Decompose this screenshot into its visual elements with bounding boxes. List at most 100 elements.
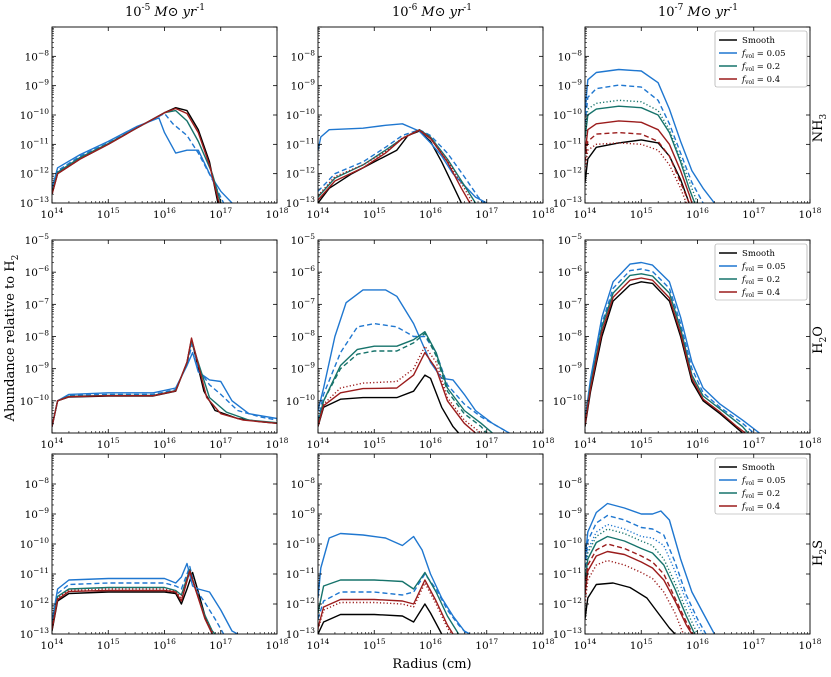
x-tick-exp: 14 (587, 436, 597, 445)
y-tick-exp: −9 (571, 361, 582, 370)
y-tick-label: 10−5 (291, 232, 316, 247)
series-line-f-vol-0-05-solid (318, 123, 488, 203)
series-line-f-vol-0-05-dashed (585, 268, 755, 433)
series-line-f-vol-0-2-solid (585, 105, 696, 203)
y-tick-base: 10 (286, 396, 299, 408)
x-tick-label: 1018 (799, 436, 822, 451)
x-tick-exp: 14 (54, 206, 64, 215)
y-tick-base: 10 (25, 364, 38, 376)
y-tick-base: 10 (553, 396, 566, 408)
y-tick-exp: −6 (304, 264, 315, 273)
y-tick-label: 10−9 (25, 78, 50, 93)
y-tick-label: 10−8 (558, 329, 583, 344)
x-tick-label: 1015 (97, 206, 120, 221)
y-tick-label: 10−12 (553, 596, 582, 611)
series-line-f-vol-0-05-dashed (52, 342, 277, 427)
legend-entry-label: fvol = 0.4 (741, 288, 780, 299)
panel-nh3-1e-6: 1014 1015 1016 1017 101810−1310−1210−1110−10… (286, 26, 555, 221)
series-line-f-vol-0-05-dashed (318, 129, 485, 203)
x-tick-label: 1017 (475, 637, 498, 652)
series-line-f-vol-0-2-dotted (585, 528, 699, 634)
series-line-f-vol-0-05-dashed (585, 84, 704, 203)
x-tick-base: 10 (97, 439, 110, 451)
x-tick-label: 1018 (532, 637, 555, 652)
y-tick-exp: −12 (299, 596, 315, 605)
y-tick-label: 10−7 (25, 296, 50, 311)
legend-sub: vol (744, 66, 754, 73)
series-line-f-vol-0-05-dashed (318, 322, 510, 433)
y-tick-base: 10 (20, 599, 33, 611)
x-tick-exp: 18 (545, 206, 555, 215)
y-tick-label: 10−11 (20, 136, 49, 151)
legend-f: f (741, 262, 747, 272)
row-label-h2s: H2S (811, 540, 829, 566)
column-title-2: 10-6 M⊙ yr-1 (392, 3, 472, 20)
x-tick-label: 1014 (307, 637, 330, 652)
y-tick-label: 10−10 (553, 536, 582, 551)
x-tick-exp: 16 (166, 436, 176, 445)
y-tick-label: 10−11 (286, 136, 315, 151)
y-tick-label: 10−12 (286, 166, 315, 181)
y-tick-exp: −10 (299, 393, 315, 402)
y-tick-base: 10 (558, 332, 571, 344)
y-tick-base: 10 (553, 110, 566, 122)
x-tick-base: 10 (475, 640, 488, 652)
y-tick-base: 10 (558, 235, 571, 247)
legend-value: = 0.4 (754, 502, 780, 512)
x-tick-base: 10 (419, 439, 432, 451)
y-tick-base: 10 (553, 539, 566, 551)
series-line-smooth-solid (585, 281, 743, 433)
y-tick-exp: −10 (299, 536, 315, 545)
legend-entry-label: Smooth (742, 249, 776, 259)
legend-f: f (741, 288, 747, 298)
series-line-f-vol-0-2-solid (585, 273, 749, 433)
x-tick-exp: 14 (587, 637, 597, 646)
series-line-f-vol-0-05-solid (52, 351, 277, 427)
x-tick-label: 1017 (209, 206, 232, 221)
x-tick-label: 1014 (41, 206, 64, 221)
x-tick-label: 1015 (630, 436, 653, 451)
x-tick-exp: 16 (166, 206, 176, 215)
x-tick-base: 10 (475, 439, 488, 451)
y-tick-base: 10 (286, 110, 299, 122)
legend-sub: vol (744, 279, 754, 286)
legend-value: = 0.2 (754, 275, 780, 285)
y-tick-exp: −8 (38, 329, 49, 338)
y-tick-label: 10−13 (20, 195, 49, 210)
y-tick-label: 10−9 (291, 506, 316, 521)
curves-group (585, 261, 760, 433)
row-label-nh3: NH3 (811, 114, 829, 143)
series-line-smooth-solid (318, 130, 463, 203)
y-tick-base: 10 (558, 51, 571, 63)
y-tick-label: 10−8 (291, 329, 316, 344)
y-tick-label: 10−13 (286, 195, 315, 210)
x-tick-label: 1015 (363, 637, 386, 652)
y-tick-base: 10 (291, 235, 304, 247)
y-tick-exp: −9 (304, 78, 315, 87)
y-tick-base: 10 (25, 81, 38, 93)
series-line-f-vol-0-4-solid (585, 550, 693, 634)
y-tick-exp: −12 (33, 596, 49, 605)
x-tick-label: 1014 (41, 436, 64, 451)
legend-entry-label: fvol = 0.4 (741, 502, 780, 513)
x-tick-exp: 14 (587, 206, 597, 215)
y-tick-base: 10 (553, 139, 566, 151)
y-tick-exp: −5 (571, 232, 582, 241)
y-tick-base: 10 (553, 169, 566, 181)
y-tick-base: 10 (20, 629, 33, 641)
x-tick-base: 10 (363, 640, 376, 652)
legend-entry-label: fvol = 0.05 (741, 262, 786, 273)
legend-f: f (741, 476, 747, 486)
x-tick-base: 10 (686, 209, 699, 221)
y-tick-base: 10 (286, 539, 299, 551)
x-tick-exp: 14 (320, 436, 330, 445)
legend-entry-label: fvol = 0.05 (741, 49, 786, 60)
legend-entry-label: fvol = 0.4 (741, 75, 780, 86)
x-tick-exp: 16 (699, 436, 709, 445)
legend-value: = 0.4 (754, 75, 780, 85)
y-tick-label: 10−7 (558, 296, 583, 311)
y-tick-exp: −12 (566, 166, 582, 175)
series-line-f-vol-0-4-dotted (318, 582, 453, 634)
legend-value: = 0.05 (754, 476, 785, 486)
y-tick-exp: −8 (38, 48, 49, 57)
